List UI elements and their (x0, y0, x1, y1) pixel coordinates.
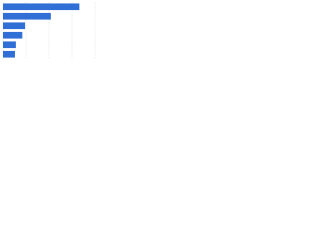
bar (3, 22, 26, 30)
bar (3, 41, 16, 49)
bar (3, 12, 51, 20)
chart (2, 2, 96, 59)
bar (3, 31, 23, 39)
bar (3, 3, 80, 11)
bar (3, 50, 15, 58)
